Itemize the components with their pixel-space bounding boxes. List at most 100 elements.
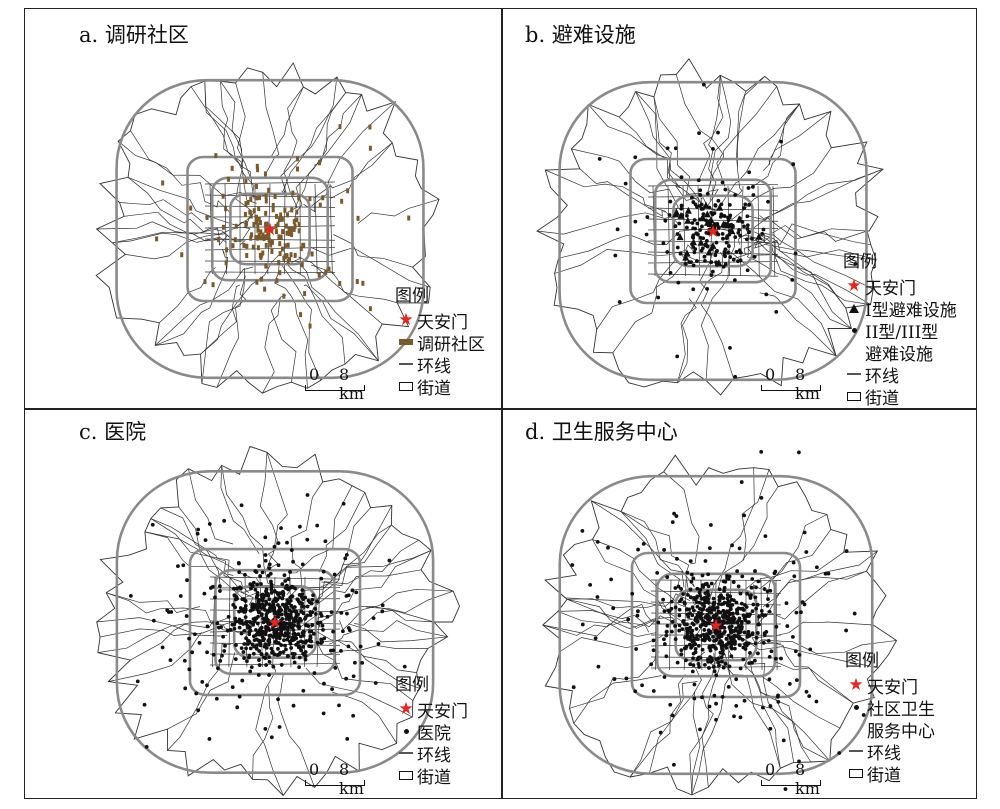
facility-point (752, 254, 757, 259)
facility-point (776, 693, 780, 698)
facility-point (305, 493, 310, 497)
facility-point (230, 685, 235, 690)
facility-point (308, 613, 313, 617)
facility-point (700, 573, 705, 578)
facility-point (682, 601, 687, 606)
survey-community-mark (255, 195, 259, 201)
facility-point (242, 610, 247, 614)
facility-point (287, 601, 291, 606)
facility-point (746, 186, 751, 190)
facility-point (150, 522, 155, 527)
facility-point (709, 210, 714, 215)
facility-point (222, 518, 227, 523)
facility-point (238, 620, 243, 625)
facility-point (247, 653, 252, 658)
type1-shelter-mark (709, 224, 717, 232)
facility-point (142, 702, 147, 707)
facility-point (312, 671, 317, 675)
facility-point (692, 682, 697, 687)
facility-point (254, 646, 259, 651)
facility-point (745, 226, 750, 231)
facility-point (665, 250, 670, 254)
facility-point (737, 546, 742, 551)
facility-point (305, 623, 310, 628)
facility-point (712, 669, 717, 674)
facility-point (243, 603, 248, 608)
facility-point (305, 537, 310, 542)
facility-point (300, 562, 305, 567)
facility-point (695, 586, 700, 591)
facility-point (352, 660, 357, 665)
facility-point (698, 593, 702, 598)
facility-point (712, 613, 717, 618)
facility-point (208, 586, 213, 590)
facility-point (704, 242, 708, 247)
facility-point (197, 640, 202, 645)
facility-point (662, 637, 666, 642)
facility-point (235, 705, 240, 710)
facility-point (252, 619, 257, 624)
facility-point (703, 258, 707, 263)
facility-point (636, 547, 640, 552)
facility-point (727, 202, 732, 207)
survey-community-mark (234, 223, 238, 229)
facility-point (244, 621, 248, 626)
facility-point (281, 650, 286, 654)
map-shelter: ★ (536, 58, 884, 396)
facility-point (721, 619, 726, 624)
facility-point (260, 570, 265, 575)
map-survey-community: ★ (95, 62, 440, 394)
facility-point (321, 711, 326, 716)
legend-item-ring-road: 环线 (395, 353, 485, 377)
facility-point (776, 699, 781, 704)
facility-point (708, 231, 713, 236)
facility-point (257, 564, 262, 568)
facility-point (730, 543, 734, 548)
ring-line-icon (399, 363, 413, 365)
facility-point (323, 539, 328, 544)
facility-point (611, 606, 616, 611)
facility-point (679, 586, 683, 591)
facility-point (254, 570, 259, 575)
survey-community-mark (267, 187, 271, 193)
facility-point (689, 260, 693, 264)
survey-community-mark (290, 207, 294, 213)
panel-title: d. 卫生服务中心 (525, 420, 678, 444)
facility-point (756, 651, 760, 656)
facility-point (814, 699, 819, 704)
facility-point (380, 609, 385, 614)
facility-point (656, 295, 661, 300)
facility-point (263, 656, 268, 661)
facility-point (248, 669, 253, 674)
facility-point (289, 646, 294, 650)
facility-point (274, 611, 279, 616)
facility-point (702, 254, 707, 259)
survey-community-mark (260, 276, 264, 282)
facility-point (702, 628, 707, 632)
facility-point (668, 270, 673, 275)
facility-point (760, 612, 765, 617)
facility-point (311, 593, 315, 598)
facility-point (276, 541, 281, 546)
facility-point (277, 610, 282, 615)
facility-point (721, 665, 726, 670)
facility-point (762, 587, 767, 591)
facility-point (729, 654, 734, 659)
facility-point (699, 207, 704, 211)
survey-community-mark (250, 232, 254, 238)
facility-point (263, 642, 268, 647)
facility-point (711, 635, 715, 639)
facility-point (276, 697, 280, 702)
facility-point (283, 579, 288, 583)
facility-point (712, 625, 717, 630)
facility-point (270, 649, 275, 654)
facility-point (262, 637, 266, 641)
brown-bar-icon (399, 339, 413, 345)
facility-point (287, 624, 292, 629)
facility-point (193, 632, 197, 637)
facility-point (187, 636, 191, 641)
facility-point (128, 593, 133, 598)
facility-point (678, 599, 682, 604)
survey-community-mark (224, 206, 228, 212)
facility-point (707, 546, 712, 551)
